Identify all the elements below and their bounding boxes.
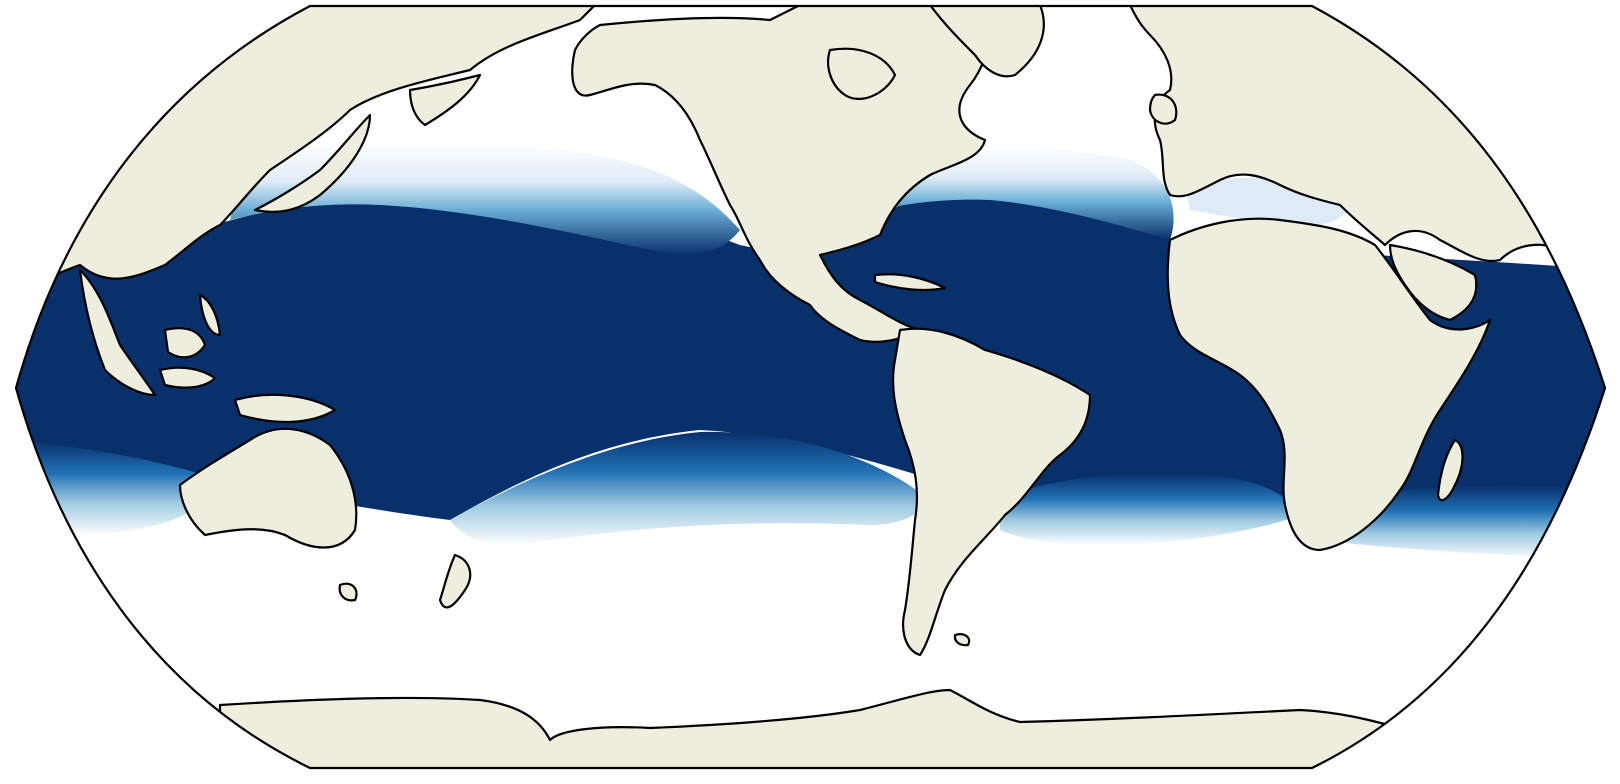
south-america — [891, 327, 1092, 657]
arctic-islands — [827, 47, 897, 100]
australia — [178, 427, 358, 549]
kamchatka — [408, 73, 482, 127]
southeast-asia — [78, 268, 157, 397]
falklands — [953, 633, 971, 647]
japan — [253, 113, 372, 213]
globe-outline — [14, 4, 1607, 770]
tasmania — [338, 582, 358, 602]
arabia — [1388, 243, 1478, 322]
south-pacific-gradient — [450, 431, 930, 546]
greenland — [928, 6, 1045, 78]
north-pacific-gradient — [230, 142, 740, 255]
indonesia — [158, 366, 217, 389]
south-atlantic-gradient — [1000, 473, 1300, 546]
north-atlantic-gradient — [880, 144, 1174, 240]
cuba — [873, 273, 947, 292]
antarctica — [218, 688, 1402, 768]
philippines — [198, 293, 222, 337]
uk — [1148, 93, 1178, 125]
africa — [1166, 217, 1492, 552]
new-guinea — [233, 393, 337, 424]
madagascar — [1436, 438, 1464, 502]
borneo — [163, 327, 207, 359]
new-zealand — [438, 553, 472, 609]
